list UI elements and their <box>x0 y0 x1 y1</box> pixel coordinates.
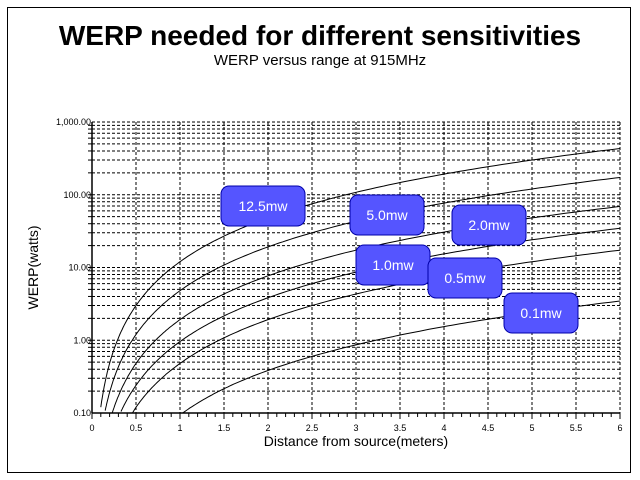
x-tick-label: 3.5 <box>394 423 407 433</box>
x-tick-label: 1.5 <box>218 423 231 433</box>
series-line-12-5mw <box>100 148 621 408</box>
x-axis-label: Distance from source(meters) <box>264 433 448 449</box>
y-tick-label: 0.10 <box>73 408 91 418</box>
x-tick-label: 2.5 <box>306 423 319 433</box>
series-label: 1.0mw <box>372 257 414 273</box>
series-label: 0.5mw <box>444 270 486 286</box>
y-tick-label: 10.00 <box>68 263 91 273</box>
series-label-box <box>220 185 306 227</box>
series-label: 5.0mw <box>366 207 408 223</box>
y-tick-label: 1.00 <box>73 335 91 345</box>
y-tick-label: 100.00 <box>63 190 91 200</box>
x-tick-label: 3 <box>353 423 358 433</box>
y-tick-label: 1,000.00 <box>56 117 91 127</box>
chart-subtitle: WERP versus range at 915MHz <box>213 52 427 69</box>
x-tick-label: 0.5 <box>130 423 143 433</box>
x-tick-label: 2 <box>265 423 270 433</box>
series-label: 0.1mw <box>520 305 562 321</box>
series-label-box <box>427 257 503 299</box>
chart-frame <box>7 7 631 473</box>
x-tick-label: 4 <box>441 423 446 433</box>
x-tick-label: 5 <box>529 423 534 433</box>
x-tick-label: 4.5 <box>482 423 495 433</box>
x-tick-label: 5.5 <box>570 423 583 433</box>
x-tick-label: 0 <box>89 423 94 433</box>
series-line-5-0mw <box>104 177 621 411</box>
x-tick-label: 1 <box>177 423 182 433</box>
chart-title: WERP needed for different sensitivities <box>58 20 582 51</box>
x-tick-label: 6 <box>617 423 622 433</box>
series-label: 2.0mw <box>468 217 510 233</box>
series-label: 12.5mw <box>238 198 288 214</box>
series-label-box <box>503 292 579 334</box>
series-label-box <box>451 204 527 246</box>
series-label-box <box>349 194 425 236</box>
series-line-1-0mw <box>120 227 621 412</box>
y-axis-label: WERP(watts) <box>25 226 41 310</box>
